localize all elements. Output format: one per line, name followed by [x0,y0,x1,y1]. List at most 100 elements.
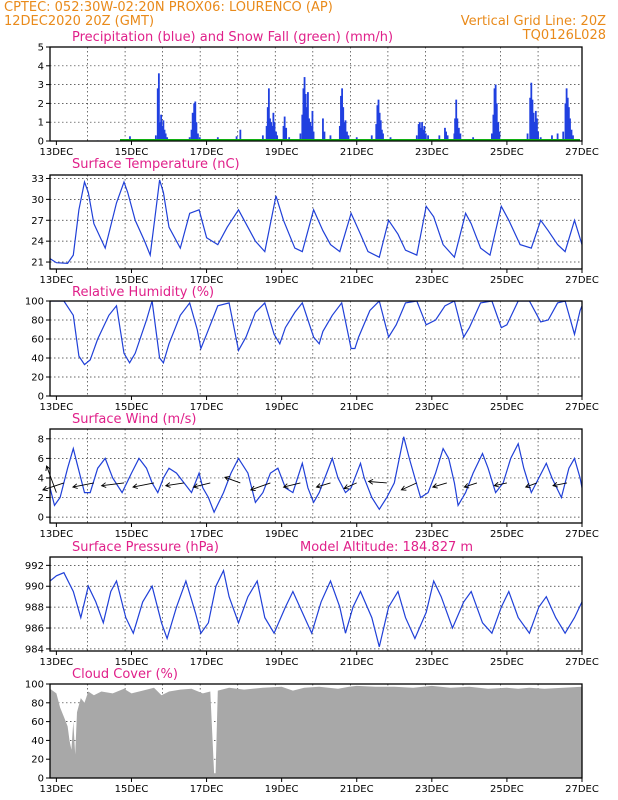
rh-xtick-label-1: 15DEC [115,402,149,413]
precip-bar-88 [424,133,427,141]
precip-bar-61 [323,131,326,141]
precip-bar-32 [239,129,242,141]
precip-bar-65 [341,88,343,141]
cloud-xtick-label-3: 19DEC [265,784,299,795]
pres-ytick-label-2: 988 [25,603,44,614]
rh-xtick-label-3: 19DEC [265,402,299,413]
cloud-xtick-label-7: 27DEC [565,784,599,795]
cloud-cover-area [50,685,582,778]
wind-ytick-label-4: 8 [38,434,44,445]
precip-bar-110 [530,82,533,141]
precip-bar-109 [529,97,532,141]
precip-bar-122 [565,88,568,141]
temp-ytick-label-0: 21 [31,258,44,269]
precip-bar-43 [276,135,279,141]
precip-bar-69 [346,131,348,141]
precip-bar-77 [379,120,382,141]
pres-xtick-label-1: 15DEC [115,657,149,668]
precip-bar-59 [312,131,315,141]
precip-bar-51 [303,77,306,141]
wind-xtick-label-5: 23DEC [415,529,449,540]
wind-arrow-1 [42,482,65,492]
precip-bar-10 [157,73,160,141]
precip-bar-111 [531,99,534,141]
temp-xtick-label-7: 27DEC [565,275,599,286]
pres-ytick-label-4: 992 [25,561,44,572]
precip-bar-74 [376,105,379,141]
wind-arrow-8 [249,482,271,492]
precip-bar-96 [455,99,458,141]
precip-xtick-label-7: 27DEC [565,147,599,158]
temperature-title: Surface Temperature (nC) [72,157,240,172]
precip-bar-46 [285,127,288,141]
rh-ytick-label-5: 100 [25,297,44,308]
precip-bar-12 [160,114,163,141]
precip-bar-89 [427,135,429,141]
wind-xtick-label-1: 15DEC [115,529,149,540]
wind-xtick-label-3: 19DEC [265,529,299,540]
pressure-title: Surface Pressure (hPa) [72,540,219,555]
precip-bar-55 [308,118,310,141]
precip-bar-99 [459,133,462,141]
wind-arrow-17 [524,482,538,489]
humidity-title: Relative Humidity (%) [72,285,214,300]
precip-bar-85 [421,122,423,141]
precip-bar-56 [309,122,312,141]
precip-bar-102 [492,114,495,141]
wind-arrow-11 [343,482,357,490]
precip-bar-106 [497,122,500,141]
temp-xtick-label-1: 15DEC [115,275,149,286]
rh-xtick-label-2: 17DEC [190,402,224,413]
precip-bar-58 [311,110,314,141]
precip-frame [49,46,583,142]
header-grid-note: Vertical Grid Line: 20Z [461,14,606,29]
precip-bar-41 [273,122,276,141]
precip-bar-127 [572,135,574,141]
precip-bar-107 [498,131,501,141]
precip-xtick-label-0: 13DEC [40,147,74,158]
wind-arrow-7 [224,476,241,484]
precip-bar-79 [382,133,384,141]
wind-xtick-label-7: 27DEC [565,529,599,540]
precip-bar-68 [344,120,347,141]
precip-bar-95 [454,118,457,141]
precip-bar-63 [338,125,341,141]
precip-bar-114 [534,110,537,141]
cloud-cover-title: Cloud Cover (%) [72,667,178,682]
cloud-ytick-label-3: 60 [31,717,44,728]
pres-ytick-label-1: 986 [25,624,44,635]
wind-arrow-5 [164,482,185,488]
precip-bar-76 [378,112,381,141]
precip-bar-125 [569,118,571,141]
precip-bar-108 [526,133,529,141]
rh-xtick-label-4: 21DEC [340,402,374,413]
wind-panel: Surface Wind (m/s) 0 2 4 6 8 13DEC 15DEC 17DEC 1… [38,412,599,540]
precip-bar-67 [343,122,346,141]
precip-bar-70 [347,135,350,141]
rh-line [50,301,582,366]
pres-ytick-label-0: 984 [25,644,44,655]
precip-bar-78 [380,129,383,141]
wind-arrow-4 [132,482,155,489]
precip-xtick-label-2: 17DEC [190,147,224,158]
precip-bar-34 [265,125,268,141]
precip-bar-81 [415,135,418,141]
wind-title: Surface Wind (m/s) [72,412,196,427]
rh-xtick-label-0: 13DEC [40,402,74,413]
precip-bar-22 [190,129,193,141]
precip-bar-82 [417,124,420,141]
precip-bar-23 [191,112,194,141]
precip-bar-113 [533,122,536,141]
precip-bar-9 [156,88,159,141]
precip-bar-86 [422,129,425,141]
precip-bar-93 [446,135,449,141]
temp-xtick-label-2: 17DEC [190,275,224,286]
rh-ytick-label-2: 40 [31,354,44,365]
pres-xtick-label-2: 17DEC [190,657,224,668]
precip-bar-57 [310,125,313,141]
wind-arrow-18 [552,482,568,488]
precip-bar-39 [271,125,274,141]
temp-ytick-label-1: 24 [31,237,44,248]
precip-bar-8 [154,135,157,141]
precip-bar-72 [370,135,373,141]
